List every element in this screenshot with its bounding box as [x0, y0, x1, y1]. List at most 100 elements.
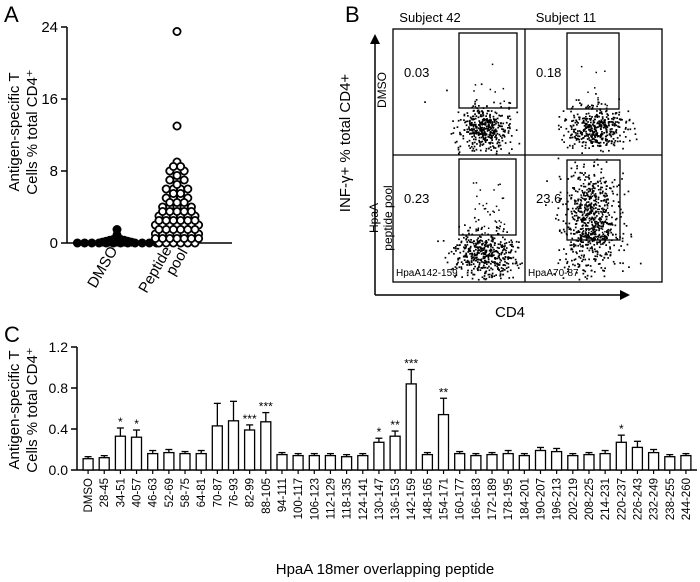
panel-b-event-dot — [490, 260, 493, 263]
panel-b-event-dot — [576, 239, 579, 242]
panel-b-event-dot — [591, 249, 594, 252]
panel-b-gate-dot — [601, 235, 603, 238]
panel-b-event-dot — [606, 113, 609, 115]
panel-b-event-dot — [480, 253, 483, 255]
panel-b-event-dot — [606, 194, 608, 197]
panel-b-event-dot — [575, 139, 578, 141]
panel-b-event-dot — [481, 240, 484, 242]
panel-b-gate-dot — [584, 198, 587, 201]
panel-b-event-dot — [568, 265, 570, 268]
panel-b-event-dot — [578, 135, 581, 138]
panel-b-event-dot — [490, 110, 493, 112]
panel-b-event-dot — [599, 239, 601, 242]
panel-b-event-dot — [455, 263, 458, 266]
panel-b-event-dot — [587, 201, 590, 203]
panel-b-event-dot — [495, 137, 498, 139]
panel-b-event-dot — [470, 123, 473, 125]
panel-b-event-dot — [603, 124, 605, 126]
panel-b-event-dot — [568, 228, 571, 230]
panel-b-event-dot — [507, 132, 510, 134]
panel-b-event-dot — [508, 152, 511, 155]
panel-b-event-dot — [559, 259, 561, 261]
panel-b-event-dot — [605, 107, 608, 110]
panel-b-event-dot — [585, 115, 587, 118]
panel-b-event-dot — [590, 210, 593, 213]
panel-b-event-dot — [590, 117, 592, 120]
panel-b-event-dot — [576, 252, 578, 255]
panel-b-event-dot — [469, 147, 472, 149]
panel-b-event-dot — [490, 274, 493, 277]
panel-b-event-dot — [485, 260, 487, 263]
panel-b-event-dot — [499, 273, 502, 276]
panel-b-event-dot — [600, 128, 602, 131]
panel-b-event-dot — [483, 264, 485, 267]
panel-b-event-dot — [462, 137, 465, 140]
panel-b-event-dot — [563, 141, 565, 143]
panel-b-event-dot — [466, 128, 469, 131]
panel-b-event-dot — [599, 180, 602, 182]
panel-b-event-dot — [615, 233, 617, 236]
panel-b-event-dot — [585, 130, 587, 133]
panel-b-event-dot — [590, 218, 593, 221]
panel-b-event-dot — [458, 244, 460, 247]
panel-b-event-dot — [485, 270, 488, 273]
panel-c-xlabel: HpaA 18mer overlapping peptide — [276, 561, 494, 578]
panel-b-event-dot — [486, 267, 489, 269]
panel-b-event-dot — [483, 257, 486, 259]
panel-b-event-dot — [472, 125, 475, 128]
panel-b-event-dot — [576, 123, 578, 126]
panel-b-event-dot — [466, 261, 469, 264]
panel-b-event-dot — [504, 131, 506, 133]
panel-b-event-dot — [477, 116, 480, 119]
panel-b-gate-dot — [593, 213, 595, 215]
panel-b-event-dot — [510, 249, 513, 251]
panel-b-event-dot — [493, 250, 495, 253]
panel-b-event-dot — [622, 270, 624, 272]
panel-b-event-dot — [623, 193, 626, 196]
panel-c-bar — [82, 458, 94, 471]
panel-b-event-dot — [609, 247, 611, 250]
panel-b-event-dot — [581, 219, 583, 222]
panel-b-event-dot — [585, 213, 588, 215]
panel-b-event-dot — [459, 145, 462, 148]
panel-b-row-hpaa-line2: peptide pool — [381, 185, 395, 250]
panel-b-gate-dot — [584, 231, 587, 233]
panel-b-event-dot — [605, 125, 608, 127]
panel-b-gate-dot — [598, 208, 600, 211]
panel-b-event-dot — [511, 243, 513, 246]
panel-b-event-dot — [596, 241, 598, 244]
panel-b-event-dot — [512, 262, 514, 265]
panel-b-event-dot — [504, 245, 506, 247]
panel-b-event-dot — [488, 261, 490, 264]
panel-b-gate-dot — [497, 227, 499, 229]
panel-b-event-dot — [453, 247, 455, 249]
panel-b-event-dot — [489, 126, 492, 128]
panel-c-bar — [260, 421, 272, 471]
panel-b-event-dot — [459, 251, 462, 254]
panel-b-event-dot — [455, 140, 458, 143]
panel-b-event-dot — [515, 262, 518, 264]
panel-c-bar — [114, 435, 127, 471]
panel-b-event-dot — [475, 244, 477, 246]
panel-b-event-dot — [469, 245, 472, 248]
panel-b-event-dot — [594, 129, 597, 131]
panel-b-event-dot — [588, 258, 590, 261]
panel-b-event-dot — [597, 196, 600, 199]
panel-b-event-dot — [466, 271, 469, 274]
panel-b-event-dot — [605, 244, 607, 246]
panel-b-event-dot — [491, 236, 494, 239]
panel-b-event-dot — [603, 132, 605, 134]
panel-b-event-dot — [570, 197, 572, 200]
panel-b-gate-dot — [590, 212, 593, 214]
panel-b-event-dot — [465, 124, 468, 127]
panel-b-gate-dot — [580, 194, 582, 196]
panel-b-gate-dot — [604, 196, 606, 198]
panel-b-event-dot — [483, 123, 486, 125]
panel-b-event-dot — [484, 139, 486, 141]
panel-b-event-dot — [485, 241, 487, 244]
panel-b-event-dot — [592, 183, 595, 185]
panel-b-event-dot — [581, 145, 584, 147]
panel-a-point — [168, 161, 178, 171]
panel-b-event-dot — [591, 210, 594, 212]
panel-a-points — [72, 26, 204, 248]
